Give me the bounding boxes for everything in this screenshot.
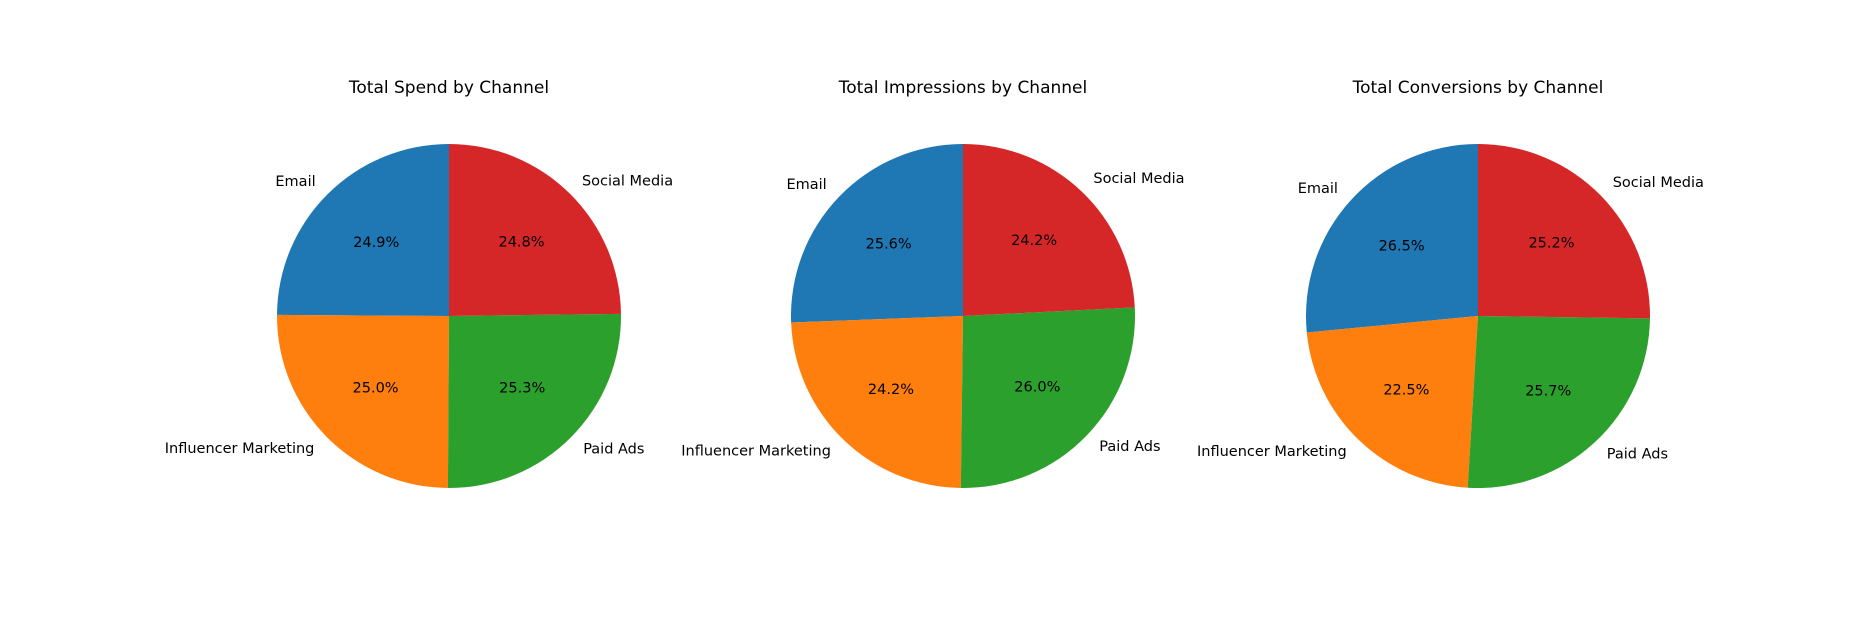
pie-chart-spend: Total Spend by Channel 24.9% Email 25.0% In… [165, 78, 673, 488]
category-label-social-media: Social Media [1613, 175, 1704, 191]
pie-slice-social-media [449, 144, 621, 316]
percent-label-email: 24.9% [353, 235, 399, 251]
chart-title: Total Spend by Channel [348, 78, 549, 98]
percent-label-paid-ads: 25.7% [1525, 384, 1571, 400]
percent-label-influencer-marketing: 25.0% [353, 381, 399, 397]
category-label-influencer-marketing: Influencer Marketing [681, 443, 831, 459]
pie-slice-social-media [1478, 144, 1650, 319]
percent-label-paid-ads: 25.3% [499, 381, 545, 397]
category-label-social-media: Social Media [582, 173, 673, 189]
percent-label-social-media: 24.8% [498, 235, 544, 251]
chart-title: Total Conversions by Channel [1352, 78, 1604, 98]
percent-label-influencer-marketing: 24.2% [868, 382, 914, 398]
pie-slice-paid-ads [960, 307, 1135, 488]
category-label-email: Email [275, 174, 315, 190]
category-label-email: Email [786, 177, 826, 193]
category-label-paid-ads: Paid Ads [1607, 447, 1668, 463]
chart-title: Total Impressions by Channel [838, 78, 1087, 98]
pie-slice-influencer-marketing [1306, 316, 1478, 488]
category-label-influencer-marketing: Influencer Marketing [1197, 444, 1347, 460]
pie-slice-email [277, 144, 449, 316]
percent-label-influencer-marketing: 22.5% [1383, 382, 1429, 398]
percent-label-social-media: 24.2% [1011, 233, 1057, 249]
pie-slice-paid-ads [447, 313, 621, 488]
pie-chart-impressions: Total Impressions by Channel 25.6% Email 2… [681, 78, 1185, 488]
category-label-paid-ads: Paid Ads [1099, 439, 1160, 455]
percent-label-paid-ads: 26.0% [1014, 380, 1060, 396]
percent-label-social-media: 25.2% [1528, 236, 1574, 252]
pie-slice-influencer-marketing [791, 316, 963, 488]
pie-slice-influencer-marketing [276, 314, 449, 488]
percent-label-email: 26.5% [1379, 239, 1425, 255]
percent-label-email: 25.6% [866, 236, 912, 252]
pie-chart-conversions: Total Conversions by Channel 26.5% Email 2… [1197, 78, 1704, 488]
pie-slice-email [790, 144, 963, 323]
pie-slice-paid-ads [1467, 316, 1650, 488]
category-label-social-media: Social Media [1093, 171, 1184, 187]
category-label-email: Email [1298, 181, 1338, 197]
category-label-paid-ads: Paid Ads [583, 441, 644, 457]
category-label-influencer-marketing: Influencer Marketing [165, 441, 315, 457]
pie-slice-email [1306, 144, 1478, 333]
pie-slice-social-media [963, 144, 1135, 316]
